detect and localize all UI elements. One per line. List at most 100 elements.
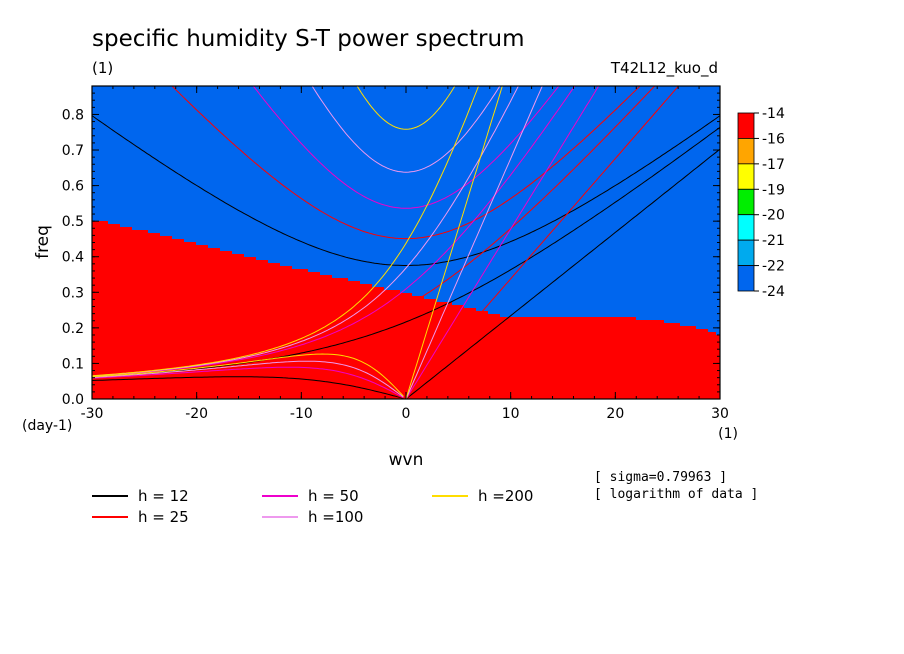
field-cell [100,371,105,375]
field-cell [152,299,157,303]
field-cell [104,245,109,249]
field-cell [112,380,117,384]
field-cell [132,317,137,321]
field-cell [96,266,101,270]
field-cell [100,287,105,291]
field-cell [140,137,145,141]
field-cell [132,197,137,201]
field-cell [136,302,141,306]
field-cell [96,365,101,369]
field-cell [92,278,97,282]
field-cell [132,365,137,369]
field-cell [116,143,121,147]
field-cell [152,308,157,312]
field-cell [144,335,149,339]
field-cell [136,272,141,276]
field-cell [148,263,153,267]
field-cell [108,302,113,306]
field-cell [148,332,153,336]
field-cell [108,317,113,321]
field-cell [112,278,117,282]
field-cell [144,380,149,384]
field-cell [92,263,97,267]
field-cell [148,236,153,240]
field-cell [92,296,97,300]
field-cell [100,380,105,384]
field-cell [112,215,117,219]
field-cell [128,137,133,141]
field-cell [136,290,141,294]
field-cell [140,86,145,90]
field-cell [136,149,141,153]
field-cell [108,389,113,393]
field-cell [96,245,101,249]
field-cell [100,116,105,120]
field-cell [112,266,117,270]
field-cell [148,365,153,369]
field-cell [140,305,145,309]
field-cell [92,266,97,270]
field-cell [140,158,145,162]
field-cell [120,221,125,225]
field-cell [92,386,97,390]
field-cell [116,380,121,384]
field-cell [100,185,105,189]
field-cell [136,287,141,291]
field-cell [136,359,141,363]
field-cell [160,350,165,354]
field-cell [120,272,125,276]
field-cell [104,122,109,126]
field-cell [116,311,121,315]
field-cell [148,392,153,396]
field-cell [112,392,117,396]
field-cell [136,221,141,225]
field-cell [92,332,97,336]
field-cell [120,116,125,120]
field-cell [144,167,149,171]
field-cell [144,131,149,135]
field-cell [132,383,137,387]
field-cell [96,155,101,159]
field-cell [148,215,153,219]
field-cell [144,242,149,246]
field-cell [120,326,125,330]
field-cell [140,332,145,336]
field-cell [136,104,141,108]
field-cell [112,359,117,363]
field-cell [124,146,129,150]
field-cell [156,329,161,333]
field-cell [144,260,149,264]
field-cell [136,386,141,390]
field-cell [104,305,109,309]
field-cell [112,239,117,243]
field-cell [116,122,121,126]
field-cell [116,389,121,393]
field-cell [104,329,109,333]
field-cell [112,113,117,117]
field-cell [100,89,105,93]
field-cell [144,344,149,348]
field-cell [124,278,129,282]
field-cell [104,293,109,297]
field-cell [156,188,161,192]
field-cell [152,167,157,171]
field-cell [136,122,141,126]
field-cell [120,164,125,168]
field-cell [136,191,141,195]
field-cell [140,170,145,174]
field-cell [124,215,129,219]
field-cell [140,140,145,144]
field-cell [144,251,149,255]
field-cell [148,110,153,114]
field-cell [148,374,153,378]
field-cell [104,362,109,366]
field-cell [96,173,101,177]
field-cell [104,173,109,177]
field-cell [148,161,153,165]
field-cell [156,116,161,120]
field-cell [148,320,153,324]
field-cell [100,290,105,294]
field-cell [136,98,141,102]
field-cell [116,326,121,330]
field-cell [160,254,165,258]
